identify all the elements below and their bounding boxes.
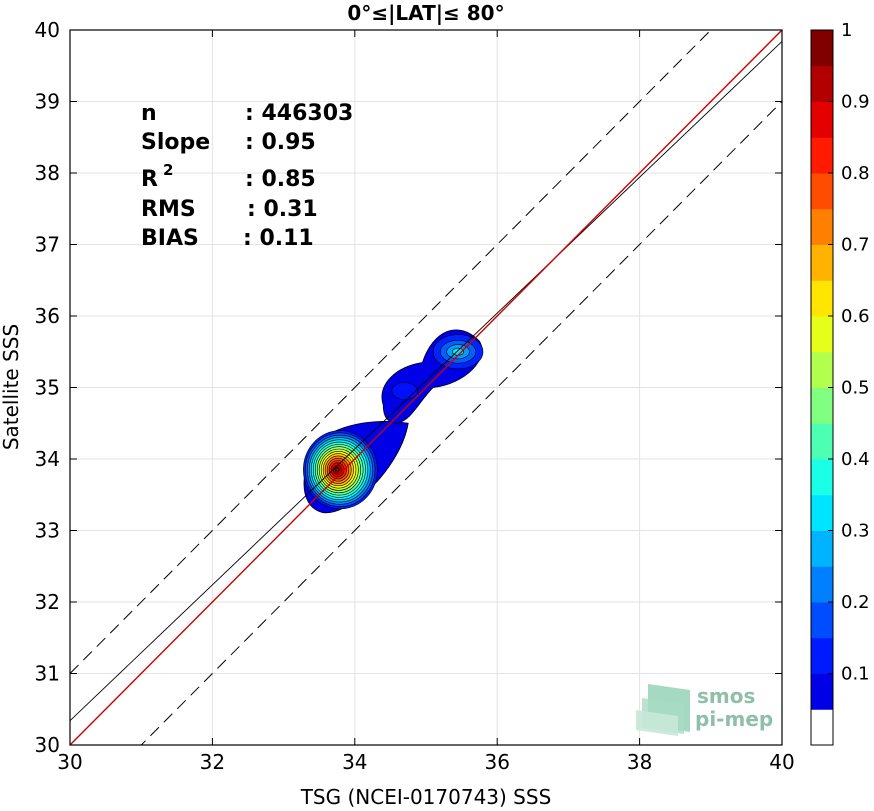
colorbar-segment: [811, 137, 833, 174]
colorbar-segment: [811, 423, 833, 460]
colorbar-tick-label: 1: [841, 20, 852, 41]
density-contours: [303, 329, 484, 514]
y-tick-label: 38: [35, 161, 60, 185]
colorbar-segment: [811, 280, 833, 317]
y-tick-label: 40: [35, 18, 60, 42]
colorbar-segment: [811, 459, 833, 496]
stat-n-value: : 446303: [245, 101, 353, 126]
y-tick-label: 32: [35, 590, 60, 614]
colorbar: 0.1 0.2 0.3 0.4 0.5 0.6 0.7 0.8 0.9 1: [811, 20, 870, 746]
colorbar-segment: [811, 65, 833, 102]
stat-r2-superscript: 2: [163, 161, 173, 179]
x-tick-label: 32: [200, 750, 225, 774]
y-tick-label: 30: [35, 733, 60, 757]
reference-lines: [70, 30, 782, 745]
x-tick-label: 40: [769, 750, 794, 774]
stat-rms-label: RMS: [141, 197, 196, 222]
stat-bias-value: : 0.11: [243, 226, 314, 251]
x-tick-label: 38: [627, 750, 652, 774]
stat-slope-label: Slope: [141, 130, 210, 155]
colorbar-tick-label: 0.6: [841, 306, 870, 327]
colorbar-tick-label: 0.3: [841, 521, 870, 542]
stat-n-label: n: [141, 101, 157, 126]
y-tick-label: 36: [35, 304, 60, 328]
colorbar-tick-label: 0.7: [841, 235, 870, 256]
colorbar-segment: [811, 208, 833, 245]
chart-title: 0°≤|LAT|≤ 80°: [347, 1, 504, 25]
colorbar-segment: [811, 351, 833, 388]
smos-pi-mep-logo: smos pi-mep: [636, 684, 773, 736]
colorbar-segment: [811, 30, 833, 67]
y-tick-label: 35: [35, 376, 60, 400]
y-axis-label: Satellite SSS: [0, 324, 23, 450]
stat-bias-label: BIAS: [141, 226, 199, 251]
colorbar-segment: [811, 244, 833, 281]
axis-ticks: 30 32 34 36 38 40 30 31 32 33 34 35 36 37 38 39 40: [35, 18, 795, 774]
colorbar-segment: [811, 316, 833, 353]
y-tick-label: 33: [35, 519, 60, 543]
stat-rms-value: : 0.31: [247, 197, 318, 222]
colorbar-tick-label: 0.4: [841, 449, 870, 470]
x-tick-label: 30: [57, 750, 82, 774]
stats-box: n : 446303 Slope : 0.95 R 2 : 0.85 RMS :…: [141, 101, 353, 251]
stat-r2-value: : 0.85: [245, 167, 316, 192]
logo-icon: [636, 684, 690, 736]
colorbar-segment: [811, 387, 833, 424]
stat-r2-label: R: [141, 167, 158, 192]
lower-bound-line: [140, 101, 782, 745]
logo-text-line2: pi-mep: [695, 707, 773, 731]
x-tick-label: 34: [342, 750, 367, 774]
density-contour-level: [334, 467, 340, 473]
density-contour-level: [391, 382, 418, 400]
colorbar-segment: [811, 494, 833, 531]
colorbar-segment: [811, 101, 833, 138]
colorbar-tick-label: 0.5: [841, 378, 870, 399]
colorbar-segment: [811, 709, 833, 746]
y-tick-label: 31: [35, 662, 60, 686]
colorbar-segment: [811, 566, 833, 603]
colorbar-tick-label: 0.8: [841, 163, 870, 184]
grid-lines: [70, 30, 782, 745]
colorbar-tick-label: 0.2: [841, 592, 870, 613]
colorbar-segment: [811, 602, 833, 639]
y-tick-label: 39: [35, 90, 60, 114]
upper-bound-line: [70, 30, 712, 674]
stat-slope-value: : 0.95: [245, 130, 316, 155]
colorbar-segment: [811, 673, 833, 710]
regression-fit-line: [70, 41, 782, 722]
colorbar-segment: [811, 637, 833, 674]
y-tick-label: 34: [35, 447, 60, 471]
colorbar-tick-label: 0.9: [841, 92, 870, 113]
logo-text-line1: smos: [697, 684, 755, 708]
x-tick-label: 36: [484, 750, 509, 774]
colorbar-tick-label: 0.1: [841, 664, 870, 685]
y-tick-label: 37: [35, 233, 60, 257]
colorbar-frame: [810, 29, 834, 746]
one-to-one-line: [70, 30, 782, 745]
colorbar-segment: [811, 173, 833, 210]
colorbar-segment: [811, 530, 833, 567]
x-axis-label: TSG (NCEI-0170743) SSS: [300, 785, 552, 809]
